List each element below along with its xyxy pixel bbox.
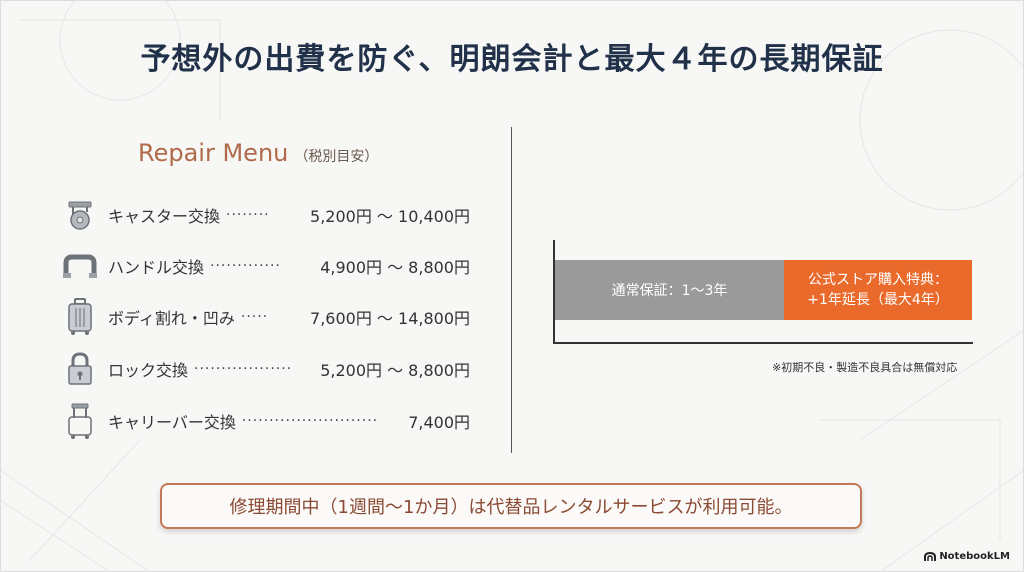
section-divider [511,127,512,453]
menu-item-leader: ····· [240,309,269,325]
carry-bar-icon [62,403,98,439]
extended-warranty-line1: 公式ストア購入特典： [808,272,948,288]
notebooklm-logo: NotebookLM [924,551,1010,562]
rental-service-text: 修理期間中（1週間〜1か月）は代替品レンタルサービスが利用可能。 [229,497,793,518]
menu-item-carry-bar: キャリーバー交換 ························· 7,400… [62,402,482,440]
padlock-icon [62,351,98,387]
repair-menu-title: Repair Menu [138,139,289,167]
handle-icon [62,248,98,284]
extended-warranty-line2: +1年延長（最大4年） [807,292,949,308]
caster-wheel-icon [62,197,98,233]
repair-menu-subtitle: （税別目安） [294,149,379,165]
menu-item-label: キャスター交換 [108,207,221,226]
rental-service-banner: 修理期間中（1週間〜1か月）は代替品レンタルサービスが利用可能。 [160,483,862,529]
menu-item-handle: ハンドル交換 ············· 4,900円 〜 8,800円 [62,247,482,285]
suitcase-icon [62,298,98,335]
timeline-axis-x [553,342,973,344]
extended-warranty-bar: 公式ストア購入特典： +1年延長（最大4年） [784,260,972,320]
menu-item-price: 5,200円 〜 8,800円 [320,361,470,380]
notebooklm-icon [924,551,937,561]
menu-item-price: 4,900円 〜 8,800円 [320,258,470,277]
menu-item-price: 7,600円 〜 14,800円 [310,309,470,328]
menu-item-label: キャリーバー交換 [108,413,236,432]
warranty-note: ※初期不良・製造不良具合は無償対応 [772,361,958,374]
menu-item-lock: ロック交換 ·················· 5,200円 〜 8,800円 [62,350,482,388]
standard-warranty-label: 通常保証：1〜3年 [611,283,728,299]
menu-item-leader: ························· [241,413,379,429]
menu-item-label: ロック交換 [108,361,189,380]
menu-item-body: ボディ割れ・凹み ····· 7,600円 〜 14,800円 [62,298,482,336]
menu-item-label: ボディ割れ・凹み [108,309,235,328]
page-title: 予想外の出費を防ぐ、明朗会計と最大４年の長期保証 [140,42,884,77]
menu-item-price: 5,200円 〜 10,400円 [310,207,470,226]
menu-item-leader: ············· [210,258,281,274]
menu-item-leader: ·················· [194,361,293,377]
standard-warranty-bar: 通常保証：1〜3年 [555,260,784,320]
menu-item-price: 7,400円 [408,413,470,432]
brand-label: NotebookLM [939,551,1010,562]
timeline-axis-y [553,240,555,344]
menu-item-label: ハンドル交換 [108,258,205,277]
menu-item-leader: ········ [226,207,270,223]
menu-item-caster: キャスター交換 ········ 5,200円 〜 10,400円 [62,196,482,234]
repair-menu-heading: Repair Menu （税別目安） [138,139,378,167]
